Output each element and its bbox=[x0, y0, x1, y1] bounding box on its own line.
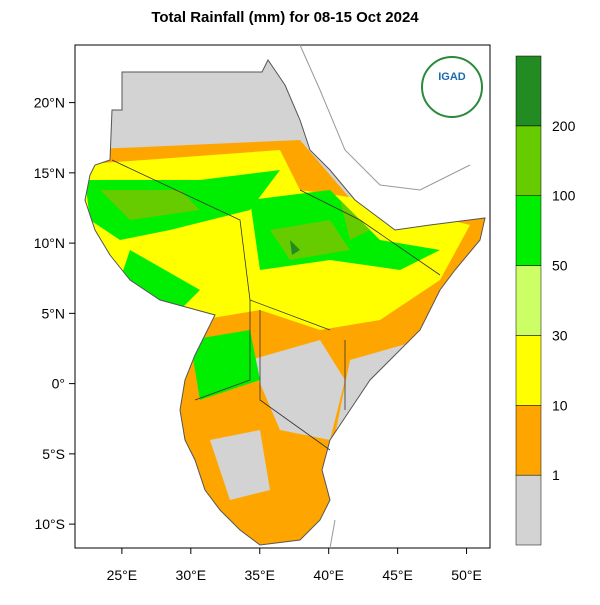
colorbar-label: 30 bbox=[552, 327, 568, 343]
country-borders bbox=[111, 159, 441, 451]
colorbar-bin bbox=[515, 405, 542, 476]
y-tick-label: 15°N bbox=[34, 165, 65, 181]
x-tick-label: 50°E bbox=[451, 567, 482, 583]
colorbar-label: 1 bbox=[552, 467, 560, 483]
logo-badge bbox=[421, 56, 483, 118]
y-tick-label: 20°N bbox=[34, 95, 65, 111]
map-title: Total Rainfall (mm) for 08-15 Oct 2024 bbox=[151, 9, 419, 26]
outside-borders bbox=[299, 44, 471, 549]
colorbar-bin bbox=[515, 125, 542, 196]
x-tick-label: 25°E bbox=[107, 567, 138, 583]
x-tick-label: 35°E bbox=[244, 567, 275, 583]
colorbar-label: 50 bbox=[552, 258, 568, 274]
colorbar-label: 10 bbox=[552, 397, 568, 413]
y-tick-label: 10°S bbox=[34, 516, 65, 532]
y-tick-label: 5°N bbox=[42, 305, 66, 321]
logo-text: IGAD bbox=[438, 71, 466, 83]
colorbar-bin bbox=[515, 474, 542, 546]
colorbar-bin bbox=[515, 265, 542, 336]
colorbar-bin bbox=[515, 55, 542, 127]
colorbar-label: 200 bbox=[552, 118, 576, 134]
y-tick-label: 5°S bbox=[42, 446, 65, 462]
y-tick-label: 0° bbox=[52, 376, 65, 392]
x-tick-label: 40°E bbox=[313, 567, 344, 583]
x-tick-label: 30°E bbox=[176, 567, 207, 583]
y-tick-label: 10°N bbox=[34, 235, 65, 251]
colorbar-label: 100 bbox=[552, 188, 576, 204]
colorbar-bin bbox=[515, 195, 542, 266]
x-tick-label: 45°E bbox=[382, 567, 413, 583]
colorbar-bin bbox=[515, 335, 542, 406]
